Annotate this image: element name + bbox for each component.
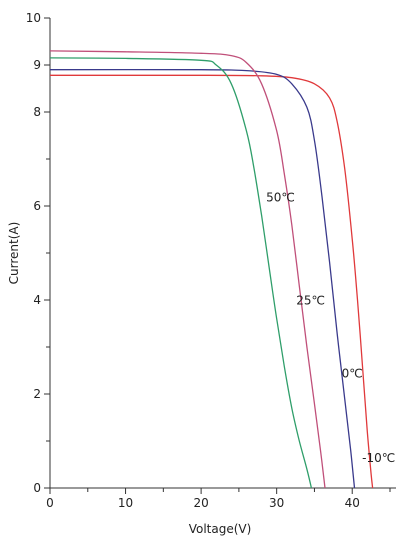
curve-label: -10℃: [362, 451, 395, 465]
y-tick-label: 2: [33, 387, 41, 401]
axes: 0 10 20 30 40 0 2 4 6 8 9 10: [26, 11, 396, 510]
series-line: [49, 50, 326, 489]
x-tick-label: 0: [46, 496, 54, 510]
y-axis-label: Current(A): [7, 222, 21, 285]
labels-layer: 50℃ 25℃ 0℃ -10℃: [266, 190, 395, 465]
y-tick-label: 9: [33, 58, 41, 72]
y-tick-label: 6: [33, 199, 41, 213]
y-tick-label: 0: [33, 481, 41, 495]
x-tick-label: 40: [345, 496, 360, 510]
series-layer: [49, 50, 374, 489]
x-tick-label: 30: [269, 496, 284, 510]
y-tick-label: 8: [33, 105, 41, 119]
y-tick-label: 10: [26, 11, 41, 25]
x-tick-label: 20: [193, 496, 208, 510]
series-line: [49, 68, 356, 489]
y-tick-label: 4: [33, 293, 41, 307]
series-line: [49, 74, 374, 489]
curve-label: 25℃: [296, 294, 325, 308]
series-line: [49, 57, 313, 489]
x-axis-label: Voltage(V): [189, 522, 252, 536]
x-tick-label: 10: [118, 496, 133, 510]
curve-label: 0℃: [342, 367, 363, 381]
curve-label: 50℃: [266, 190, 295, 204]
